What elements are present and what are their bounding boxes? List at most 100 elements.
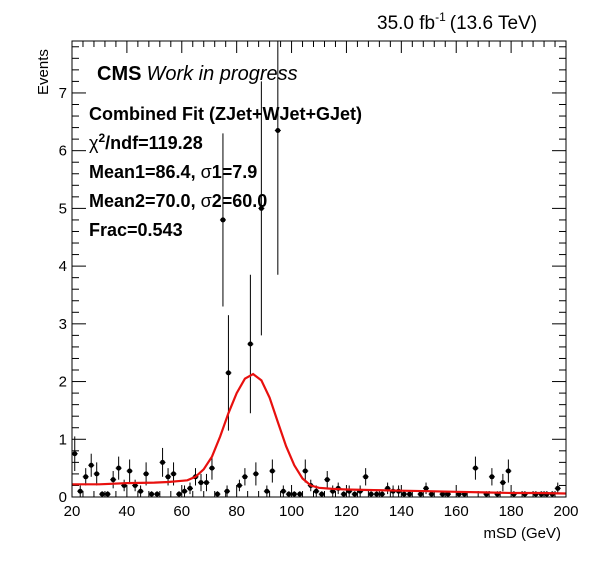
data-marker <box>302 468 308 474</box>
data-point <box>224 485 231 497</box>
data-marker <box>489 474 495 480</box>
data-point <box>258 81 265 336</box>
data-marker <box>275 127 281 133</box>
data-point <box>126 459 133 483</box>
data-marker <box>116 465 122 471</box>
data-marker <box>214 491 220 497</box>
data-marker <box>555 485 561 491</box>
data-point <box>93 462 100 486</box>
data-point <box>137 485 144 497</box>
data-marker <box>224 488 230 494</box>
data-marker <box>505 468 511 474</box>
data-point <box>203 473 210 492</box>
x-tick-label: 100 <box>279 503 304 520</box>
data-point <box>159 447 166 477</box>
data-point <box>82 468 89 486</box>
data-point <box>143 462 150 486</box>
data-point <box>115 456 122 480</box>
data-point <box>384 482 391 495</box>
x-tick-label: 80 <box>228 503 245 520</box>
data-marker <box>313 488 319 494</box>
data-point <box>499 473 506 492</box>
data-point <box>121 479 128 492</box>
data-point <box>351 491 358 497</box>
data-marker <box>160 459 166 465</box>
data-marker <box>176 491 182 497</box>
x-tick-label: 180 <box>499 503 524 520</box>
y-tick-label: 4 <box>59 258 67 275</box>
data-marker <box>247 341 253 347</box>
data-marker <box>379 491 385 497</box>
data-point <box>291 491 298 497</box>
data-marker <box>127 468 133 474</box>
fit-frac: Frac=0.543 <box>89 220 183 240</box>
data-marker <box>440 491 445 497</box>
data-marker <box>225 370 231 376</box>
y-tick-label: 2 <box>59 374 67 391</box>
data-point <box>148 491 155 497</box>
lumi-label: 35.0 fb-1 (13.6 TeV) <box>377 10 537 34</box>
data-marker <box>286 491 292 497</box>
axes: 20 40 60 80 100 120 140 160 180 200 0 1 2 3 4 5 6 7 <box>59 41 579 520</box>
data-point <box>505 459 512 483</box>
data-marker <box>264 488 270 494</box>
fit-mean2: Mean2=70.0, σ2=60.0 <box>89 191 267 211</box>
data-point <box>77 485 84 497</box>
data-marker <box>171 471 177 477</box>
data-marker <box>253 471 259 477</box>
data-point <box>368 491 375 497</box>
data-marker <box>374 491 380 497</box>
data-point <box>208 456 215 480</box>
data-marker <box>165 474 171 480</box>
data-marker <box>182 488 188 494</box>
data-point <box>219 133 226 307</box>
data-marker <box>132 482 138 488</box>
data-marker <box>324 477 330 483</box>
data-marker <box>258 205 264 211</box>
data-point <box>423 482 430 495</box>
y-tick-label: 7 <box>59 85 67 102</box>
data-marker <box>269 468 275 474</box>
fit-curve <box>72 372 567 495</box>
data-point <box>214 491 221 497</box>
data-point <box>302 459 309 483</box>
x-tick-label: 40 <box>119 503 136 520</box>
data-marker <box>407 491 413 497</box>
data-point <box>236 479 243 492</box>
x-tick-label: 60 <box>173 503 190 520</box>
data-point <box>241 468 248 486</box>
data-point <box>488 468 495 486</box>
data-point <box>154 491 161 497</box>
x-tick-label: 120 <box>334 503 359 520</box>
data-point <box>104 491 111 497</box>
fit-mean1: Mean1=86.4, σ1=7.9 <box>89 162 257 182</box>
data-point <box>340 491 347 497</box>
data-marker <box>418 491 424 497</box>
data-marker <box>99 491 105 497</box>
data-point <box>401 491 408 497</box>
data-marker <box>236 482 242 488</box>
data-marker <box>429 491 435 497</box>
data-point <box>71 436 78 472</box>
x-tick-label: 200 <box>553 503 578 520</box>
data-marker <box>143 471 149 477</box>
data-marker <box>198 480 204 486</box>
data-point <box>329 485 336 497</box>
data-point <box>187 482 194 495</box>
data-point <box>197 473 204 492</box>
y-axis-title: Events <box>35 49 52 95</box>
data-point <box>346 485 353 497</box>
data-point <box>247 274 254 414</box>
data-point <box>132 479 139 492</box>
data-point <box>472 456 479 480</box>
data-point <box>417 491 424 497</box>
data-marker <box>138 488 144 494</box>
data-marker <box>401 491 407 497</box>
data-marker <box>319 491 325 497</box>
data-point <box>176 491 183 497</box>
data-marker <box>149 491 155 497</box>
x-tick-label: 140 <box>389 503 414 520</box>
data-point <box>280 485 287 497</box>
y-tick-label: 0 <box>59 489 67 506</box>
